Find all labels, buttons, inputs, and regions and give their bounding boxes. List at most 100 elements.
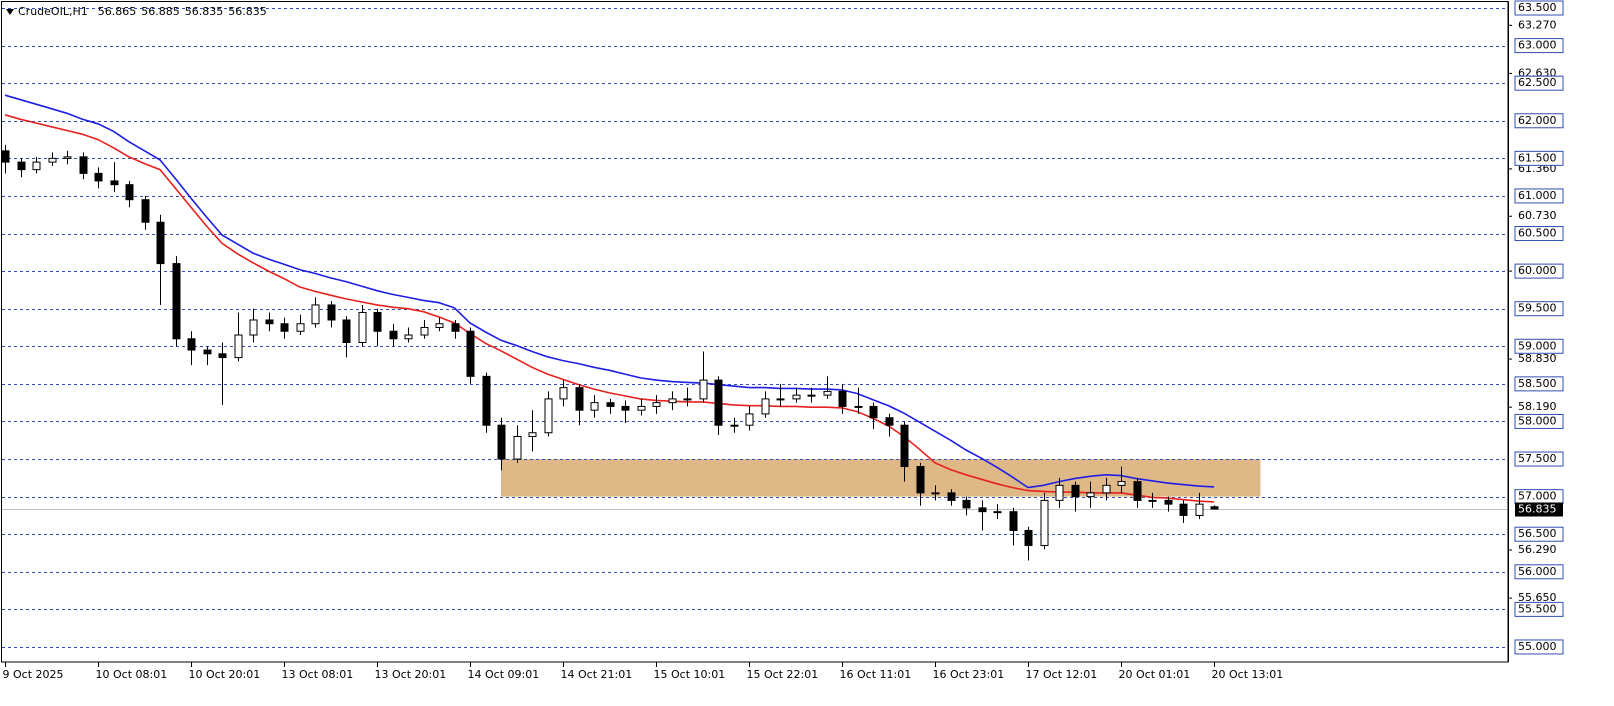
candle-body — [776, 398, 785, 401]
candle-body — [17, 161, 26, 171]
level-label: 60.000 — [1518, 264, 1557, 277]
level-label: 61.500 — [1518, 151, 1557, 164]
candle-body — [1148, 499, 1157, 502]
x-tick-label: 13 Oct 20:01 — [375, 668, 447, 681]
x-tick-label: 13 Oct 08:01 — [282, 668, 354, 681]
candle-body — [730, 424, 739, 427]
level-label: 57.000 — [1518, 490, 1557, 503]
symbol: CrudeOIL,H1 — [18, 5, 88, 18]
level-label-box — [1514, 188, 1564, 204]
candle-body — [265, 319, 274, 325]
level-label-box — [1514, 0, 1564, 16]
candle-body — [218, 353, 227, 359]
candle-body — [1055, 484, 1064, 501]
candle-body — [110, 180, 119, 186]
candle-body — [482, 375, 491, 426]
candle-body — [420, 326, 429, 336]
candle-body — [714, 379, 723, 426]
moving-average-line — [4, 94, 1215, 489]
candle-body — [1179, 503, 1188, 516]
level-label-box — [1514, 113, 1564, 129]
candle-body — [1, 150, 10, 163]
level-label: 62.500 — [1518, 76, 1557, 89]
level-label: 60.500 — [1518, 227, 1557, 240]
moving-average-line — [4, 114, 1215, 503]
level-label-box — [1514, 338, 1564, 354]
level-label-box — [1514, 226, 1564, 242]
candle-body — [187, 338, 196, 351]
candle-body — [280, 323, 289, 332]
candle-body — [869, 405, 878, 419]
candle-body — [637, 405, 646, 411]
header-low: 56.835 — [185, 5, 224, 18]
candle-body — [885, 417, 894, 426]
candle-body — [311, 304, 320, 325]
x-tick-label: 17 Oct 12:01 — [1026, 668, 1098, 681]
candle-body — [683, 398, 692, 401]
level-label-box — [1514, 451, 1564, 467]
candle-body — [807, 394, 816, 397]
x-tick-label: 14 Oct 09:01 — [468, 668, 540, 681]
candle-body — [900, 424, 909, 468]
candle-body — [1210, 506, 1219, 510]
level-label-box — [1514, 639, 1564, 655]
level-label: 59.000 — [1518, 339, 1557, 352]
level-label-box — [1514, 564, 1564, 580]
x-tick-label: 9 Oct 2025 — [3, 668, 64, 681]
level-label: 55.500 — [1518, 602, 1557, 615]
candle-body — [838, 390, 847, 407]
level-label-box — [1514, 75, 1564, 91]
candle-body — [792, 394, 801, 400]
candle-body — [668, 398, 677, 404]
level-label: 58.000 — [1518, 414, 1557, 427]
candle-body — [435, 323, 444, 328]
level-label: 63.000 — [1518, 39, 1557, 52]
level-label: 58.500 — [1518, 377, 1557, 390]
candle-body — [1133, 481, 1142, 501]
marks-layer — [1, 94, 1219, 561]
x-tick-label: 15 Oct 10:01 — [654, 668, 726, 681]
level-label-box — [1514, 526, 1564, 542]
candle-body — [513, 435, 522, 460]
candle-body — [497, 424, 506, 460]
candle-body — [590, 402, 599, 411]
y-tick-label: 60.730 — [1518, 209, 1557, 222]
candle-body — [761, 398, 770, 415]
level-label: 57.500 — [1518, 452, 1557, 465]
candle-body — [234, 334, 243, 359]
candle-body — [1040, 499, 1049, 546]
candle-body — [358, 311, 367, 344]
x-tick-label: 10 Oct 20:01 — [189, 668, 261, 681]
y-tick-label: 63.270 — [1518, 18, 1557, 31]
x-tick-label: 14 Oct 21:01 — [561, 668, 633, 681]
level-label-box — [1514, 413, 1564, 429]
candle-body — [342, 319, 351, 344]
candle-body — [544, 398, 553, 434]
level-label-box — [1514, 601, 1564, 617]
candle-body — [296, 323, 305, 332]
candle-body — [931, 492, 940, 495]
level-label: 62.000 — [1518, 114, 1557, 127]
y-tick-label: 56.290 — [1518, 543, 1557, 556]
candle-body — [156, 221, 165, 265]
candle-body — [203, 349, 212, 355]
x-tick-label: 15 Oct 22:01 — [747, 668, 819, 681]
current-price-box — [1515, 502, 1563, 517]
candle-body — [962, 499, 971, 509]
candle-body — [699, 379, 708, 400]
candle-body — [373, 311, 382, 332]
candle-body — [1024, 529, 1033, 546]
level-label-box — [1514, 38, 1564, 54]
current-price-label: 56.835 — [1518, 503, 1557, 516]
candle-body — [1117, 481, 1126, 486]
candle-body — [745, 413, 754, 426]
level-label: 56.500 — [1518, 527, 1557, 540]
candle-body — [141, 199, 150, 223]
zone-layer — [501, 459, 1261, 497]
level-label: 63.500 — [1518, 1, 1557, 14]
candle-body — [854, 405, 863, 408]
header-close: 56.835 — [228, 5, 267, 18]
candle-body — [327, 304, 336, 321]
